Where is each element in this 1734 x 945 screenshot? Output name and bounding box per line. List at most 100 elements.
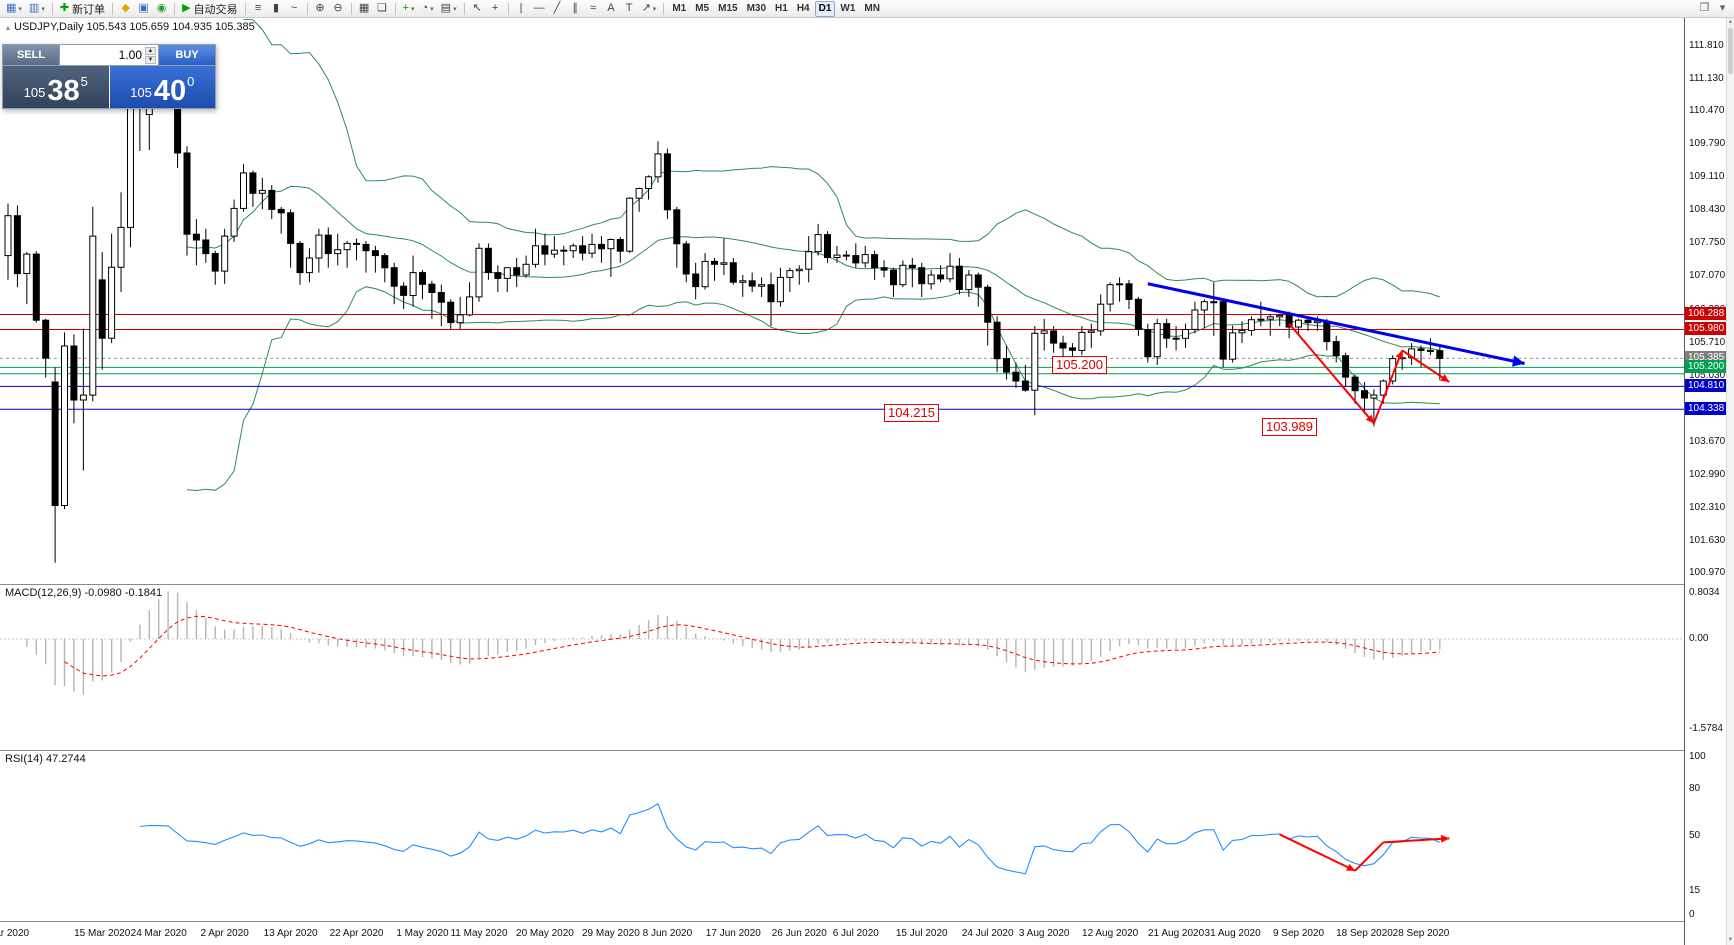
- panel-separator-macd[interactable]: [0, 584, 1734, 585]
- candlestick: [598, 243, 605, 250]
- periods-icon[interactable]: ◔ ▾: [418, 1, 436, 17]
- candlestick: [268, 189, 276, 210]
- timeframe-h4-button[interactable]: H4: [793, 1, 814, 17]
- candlestick: [814, 234, 822, 253]
- volume-spinner[interactable]: ▲ ▼: [145, 46, 156, 64]
- toolbar-separator: [394, 2, 396, 15]
- candlestick: [550, 249, 558, 255]
- sell-button[interactable]: SELL: [3, 45, 59, 65]
- candlestick: [1144, 329, 1152, 358]
- volume-down-icon[interactable]: ▼: [145, 55, 156, 64]
- strategy-tester-icon[interactable]: ◉: [153, 1, 170, 17]
- red-projection-arrow[interactable]: [1372, 349, 1404, 424]
- chevron-down-icon: ▾: [18, 5, 22, 13]
- arrows-icon[interactable]: ↗ ▾: [639, 1, 660, 17]
- buy-button[interactable]: BUY: [159, 45, 215, 65]
- candlestick-chart-icon[interactable]: ▮: [268, 1, 285, 17]
- date-tick-label: 24 Jul 2020: [961, 928, 1014, 939]
- volume-field[interactable]: 1.00 ▲ ▼: [59, 45, 159, 65]
- panel-separator-rsi[interactable]: [0, 750, 1734, 751]
- date-tick-label: 3 Aug 2020: [1018, 928, 1070, 939]
- red-projection-arrow[interactable]: [1401, 349, 1450, 383]
- timeframe-m5-button[interactable]: M5: [691, 1, 713, 17]
- vertical-scrollbar[interactable]: ▲ ▼: [1726, 18, 1734, 945]
- zoom-out-icon[interactable]: ⊖: [330, 1, 347, 17]
- candlestick: [729, 262, 737, 283]
- candlestick: [1304, 319, 1312, 324]
- timeframe-d1-button[interactable]: D1: [814, 0, 836, 17]
- candlestick: [937, 274, 945, 280]
- templates-icon[interactable]: ▤ ▾: [438, 1, 460, 17]
- equidistant-channel-icon[interactable]: ∥: [567, 1, 584, 17]
- indicators-icon[interactable]: + ▾: [400, 1, 418, 17]
- timeframe-h1-button[interactable]: H1: [771, 1, 792, 17]
- timeframe-m1-button[interactable]: M1: [668, 1, 690, 17]
- cascade-windows-icon[interactable]: ❏: [374, 1, 391, 17]
- candlestick: [1078, 331, 1086, 351]
- horizontal-line-icon: —: [533, 2, 545, 14]
- candlestick: [946, 265, 954, 280]
- horizontal-line-icon[interactable]: —: [531, 1, 548, 17]
- equidistant-channel-icon: ∥: [572, 2, 578, 14]
- profiles-icon: ▥: [28, 2, 40, 14]
- price-marker: 106.288: [1685, 307, 1726, 321]
- text-label-icon[interactable]: T: [621, 1, 638, 17]
- bar-chart-icon[interactable]: ≡: [250, 1, 267, 17]
- bar-chart-icon: ≡: [254, 2, 262, 14]
- timeframe-w1-button[interactable]: W1: [836, 1, 859, 17]
- sell-price-button[interactable]: 105 38 5: [3, 66, 109, 108]
- tile-windows-icon[interactable]: ▦: [356, 1, 373, 17]
- zoom-out-icon: ⊖: [333, 2, 343, 14]
- vertical-line-icon[interactable]: |: [513, 1, 530, 17]
- candlestick: [324, 234, 332, 255]
- date-tick-label: 9 Sep 2020: [1272, 928, 1325, 939]
- new-order-button[interactable]: ✚ 新订单: [57, 1, 108, 17]
- date-tick-label: 21 Aug 2020: [1147, 928, 1205, 939]
- rsi-tick-label: 100: [1689, 751, 1706, 762]
- autotrading-button[interactable]: ▶ 自动交易: [179, 1, 240, 17]
- rsi-red-arrow[interactable]: [1354, 841, 1385, 872]
- rsi-red-arrow[interactable]: [1383, 837, 1450, 844]
- candlestick: [32, 253, 40, 321]
- candlestick: [692, 273, 700, 288]
- timeframe-m15-button[interactable]: M15: [714, 1, 741, 17]
- scrollbar-thumb[interactable]: [1728, 28, 1733, 74]
- crosshair-icon: +: [491, 2, 499, 14]
- line-chart-icon[interactable]: ~: [286, 1, 303, 17]
- candlestick: [108, 266, 116, 339]
- scroll-up-icon[interactable]: ▲: [1727, 19, 1734, 25]
- fibonacci-icon[interactable]: ≈: [585, 1, 602, 17]
- new-chart-icon[interactable]: ▦ ▾: [3, 1, 25, 17]
- zoom-in-icon[interactable]: ⊕: [312, 1, 329, 17]
- strategy-tester-icon: ◉: [156, 2, 167, 14]
- dock-windows-icon[interactable]: ❐: [1696, 1, 1713, 17]
- candlestick: [1040, 330, 1048, 334]
- line-chart-icon: ~: [290, 2, 298, 14]
- timeframe-mn-button[interactable]: MN: [860, 1, 884, 17]
- terminal-icon[interactable]: ▣: [135, 1, 152, 17]
- toolbar-separator: [112, 2, 114, 15]
- timeframe-m30-button[interactable]: M30: [743, 1, 770, 17]
- scroll-down-icon[interactable]: ▼: [1727, 937, 1734, 943]
- trendline-icon[interactable]: ╱: [549, 1, 566, 17]
- profiles-icon[interactable]: ▥ ▾: [26, 1, 48, 17]
- red-projection-arrow[interactable]: [1288, 322, 1375, 424]
- rsi-tick-label: 80: [1689, 782, 1701, 794]
- candlestick: [202, 239, 210, 255]
- text-icon[interactable]: A: [603, 1, 620, 17]
- crosshair-icon[interactable]: +: [487, 1, 504, 17]
- annotation-price-label[interactable]: 104.215: [884, 404, 939, 422]
- annotation-price-label[interactable]: 103.989: [1262, 418, 1317, 436]
- volume-value[interactable]: 1.00: [118, 48, 142, 62]
- annotation-price-label[interactable]: 105.200: [1052, 356, 1107, 374]
- metaeditor-icon[interactable]: ◆: [117, 1, 134, 17]
- candlestick: [748, 280, 756, 287]
- toolbar-options-icon[interactable]: ▾: [1714, 1, 1731, 17]
- price-tick-label: 107.070: [1689, 270, 1726, 282]
- trendline-blue[interactable]: [1147, 282, 1525, 365]
- cursor-icon[interactable]: ↖: [469, 1, 486, 17]
- buy-price-button[interactable]: 105 40 0: [109, 66, 215, 108]
- rsi-red-arrow[interactable]: [1279, 833, 1356, 872]
- volume-up-icon[interactable]: ▲: [145, 46, 156, 55]
